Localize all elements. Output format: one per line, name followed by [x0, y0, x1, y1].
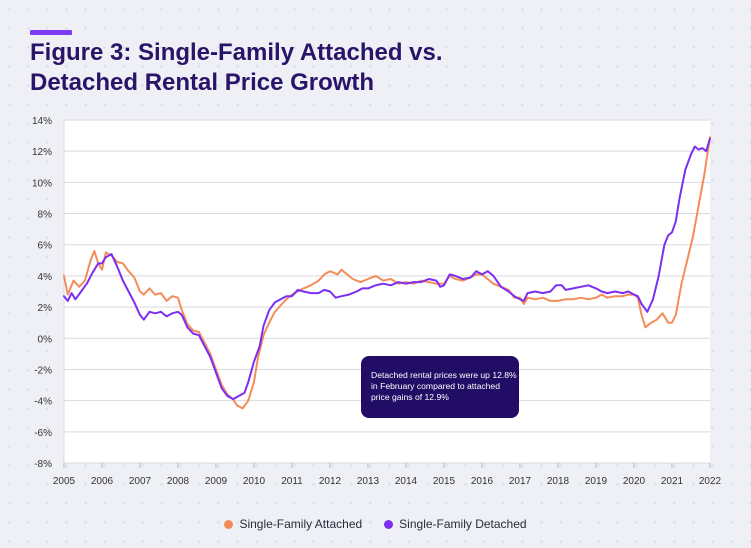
x-tick-label: 2021 — [661, 476, 684, 487]
y-tick-label: 10% — [32, 178, 52, 189]
legend-label-detached: Single-Family Detached — [399, 517, 527, 531]
legend-item-detached[interactable]: Single-Family Detached — [384, 517, 527, 531]
x-tick-label: 2009 — [205, 476, 228, 487]
series-lines — [63, 136, 711, 410]
series-line-detached — [63, 137, 711, 401]
x-tick-label: 2019 — [585, 476, 608, 487]
y-tick-label: 4% — [38, 272, 53, 283]
x-tick-label: 2022 — [699, 476, 722, 487]
x-tick-label: 2011 — [281, 476, 303, 487]
x-tick-label: 2007 — [129, 476, 152, 487]
y-tick-label: 2% — [38, 303, 53, 314]
x-tick-label: 2018 — [547, 476, 570, 487]
y-tick-label: 8% — [38, 210, 53, 221]
title-accent-bar — [30, 30, 72, 35]
legend-label-attached: Single-Family Attached — [239, 517, 363, 531]
y-axis-tick-labels: 14% 12% 10% 8% 6% 4% 2% 0% -2% -4% -6% -8% — [32, 116, 52, 470]
x-tick-label: 2015 — [433, 476, 456, 487]
series-line-attached — [63, 136, 711, 410]
x-tick-label: 2013 — [357, 476, 380, 487]
y-tick-label: 12% — [32, 147, 52, 158]
x-tick-label: 2006 — [91, 476, 114, 487]
x-tick-label: 2008 — [167, 476, 190, 487]
x-tick-label: 2012 — [319, 476, 342, 487]
y-tick-label: -8% — [34, 459, 52, 470]
y-tick-label: -2% — [34, 365, 52, 376]
x-tick-label: 2016 — [471, 476, 494, 487]
y-tick-label: 0% — [38, 334, 53, 345]
y-tick-label: -6% — [34, 428, 52, 439]
legend-item-attached[interactable]: Single-Family Attached — [224, 517, 362, 531]
annotation-callout: Detached rental prices were up 12.8% in … — [361, 356, 519, 418]
attached-legend-marker — [224, 519, 234, 529]
y-tick-label: 6% — [38, 241, 53, 252]
x-tick-label: 2010 — [243, 476, 266, 487]
legend: Single-Family Attached Single-Family Det… — [0, 515, 751, 533]
x-tick-label: 2014 — [395, 476, 418, 487]
y-tick-label: 14% — [32, 116, 52, 127]
x-tick-label: 2017 — [509, 476, 532, 487]
y-tick-label: -4% — [34, 397, 52, 408]
detached-legend-marker — [384, 519, 394, 529]
x-axis-tick-labels: 2005 2006 2007 2008 2009 2010 2011 2012 2013 2014… — [53, 463, 722, 487]
chart-title-line-2: Detached Rental Price Growth — [30, 69, 375, 96]
chart-title: Figure 3: Single-Family Attached vs. Det… — [30, 38, 590, 98]
x-tick-label: 2005 — [53, 476, 76, 487]
chart-title-line-1: Figure 3: Single-Family Attached vs. — [30, 39, 443, 66]
x-tick-label: 2020 — [623, 476, 646, 487]
